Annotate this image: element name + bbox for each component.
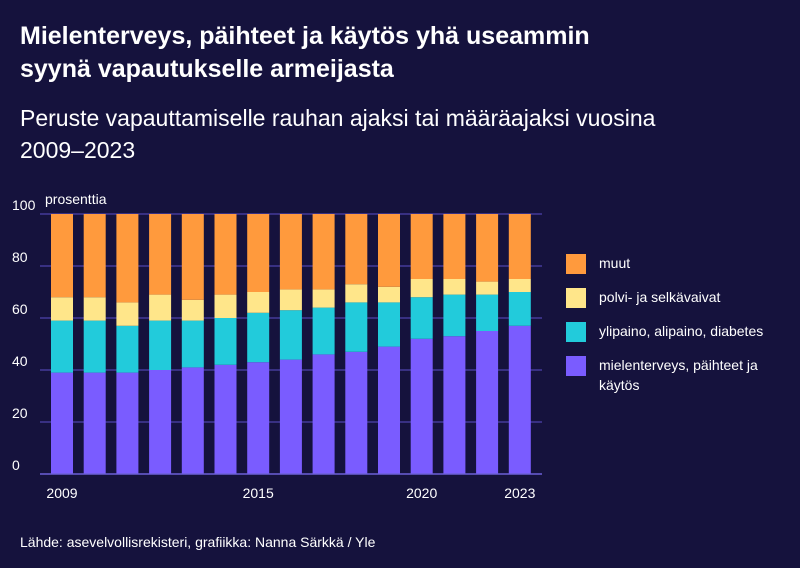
bar-segment-polvi bbox=[312, 289, 335, 308]
bar-segment-polvi bbox=[51, 297, 73, 321]
bar-segment-mielenterveys bbox=[312, 354, 335, 474]
bar-segment-muut bbox=[378, 214, 400, 287]
bar-segment-muut bbox=[181, 214, 204, 300]
bar-segment-muut bbox=[83, 214, 106, 298]
bar-segment-muut bbox=[116, 214, 139, 303]
bar-segment-ylipaino bbox=[116, 325, 139, 373]
bar-segment-ylipaino bbox=[312, 307, 335, 355]
y-tick-label: 20 bbox=[12, 405, 28, 421]
bar-segment-mielenterveys bbox=[51, 372, 73, 474]
bar-segment-mielenterveys bbox=[443, 336, 466, 474]
bar-segment-muut bbox=[214, 214, 237, 295]
bar-segment-ylipaino bbox=[214, 318, 237, 365]
bar-segment-ylipaino bbox=[476, 294, 499, 331]
bar-segment-ylipaino bbox=[378, 302, 400, 347]
bar-segment-polvi bbox=[181, 299, 204, 321]
bar-segment-polvi bbox=[247, 292, 270, 313]
bar-segment-polvi bbox=[508, 279, 531, 292]
bar-segment-polvi bbox=[378, 286, 400, 303]
bar-segment-polvi bbox=[116, 302, 139, 326]
chart-title: Mielenterveys, päihteet ja käytös yhä us… bbox=[20, 22, 590, 83]
bar-segment-polvi bbox=[149, 294, 172, 321]
y-tick-label: 40 bbox=[12, 353, 28, 369]
bar-segment-polvi bbox=[476, 281, 499, 295]
bar-segment-ylipaino bbox=[181, 320, 204, 368]
x-tick-label: 2020 bbox=[406, 485, 437, 501]
bar-segment-muut bbox=[443, 214, 466, 279]
y-tick-label: 0 bbox=[12, 457, 20, 473]
bar-segment-ylipaino bbox=[279, 310, 302, 360]
bar-segment-mielenterveys bbox=[149, 370, 172, 474]
source-note: Lähde: asevelvollisrekisteri, grafiikka:… bbox=[20, 534, 376, 550]
legend-label: mielenterveys, päihteet ja käytös bbox=[599, 357, 758, 393]
legend-label: ylipaino, alipaino, diabetes bbox=[599, 323, 764, 339]
legend-swatch bbox=[566, 254, 586, 274]
bar-segment-muut bbox=[410, 214, 433, 279]
bar-segment-ylipaino bbox=[83, 320, 106, 373]
bar-segment-muut bbox=[149, 214, 172, 295]
x-tick-label: 2023 bbox=[504, 485, 535, 501]
bar-segment-ylipaino bbox=[410, 297, 433, 339]
x-tick-label: 2015 bbox=[243, 485, 274, 501]
y-tick-label: 100 bbox=[12, 197, 36, 213]
bar-segment-mielenterveys bbox=[345, 351, 368, 474]
legend-swatch bbox=[566, 288, 586, 308]
bar-segment-polvi bbox=[410, 279, 433, 298]
y-axis-label: prosenttia bbox=[45, 191, 107, 207]
bar-segment-muut bbox=[312, 214, 335, 290]
bar-segment-mielenterveys bbox=[279, 359, 302, 474]
legend-item-polvi: polvi- ja selkävaivat bbox=[566, 287, 796, 308]
bar-segment-muut bbox=[279, 214, 302, 290]
legend-item-ylipaino: ylipaino, alipaino, diabetes bbox=[566, 321, 796, 342]
bar-segment-muut bbox=[508, 214, 531, 279]
legend-label: muut bbox=[599, 255, 631, 271]
bar-segment-ylipaino bbox=[149, 320, 172, 370]
bar-segment-polvi bbox=[83, 297, 106, 321]
bar-segment-mielenterveys bbox=[476, 331, 499, 474]
legend-item-muut: muut bbox=[566, 253, 796, 274]
y-tick-label: 60 bbox=[12, 301, 28, 317]
chart-legend: muut polvi- ja selkävaivat ylipaino, alipa… bbox=[566, 253, 796, 408]
bar-segment-ylipaino bbox=[443, 294, 466, 337]
legend-swatch bbox=[566, 356, 586, 376]
legend-swatch bbox=[566, 322, 586, 342]
y-tick-label: 80 bbox=[12, 249, 28, 265]
bar-segment-ylipaino bbox=[247, 312, 270, 363]
bar-segment-mielenterveys bbox=[181, 367, 204, 474]
bar-segment-polvi bbox=[443, 279, 466, 295]
bar-segment-mielenterveys bbox=[214, 364, 237, 474]
bar-segment-mielenterveys bbox=[83, 372, 106, 474]
bar-segment-ylipaino bbox=[51, 320, 73, 373]
bar-segment-polvi bbox=[214, 294, 237, 318]
bar-segment-muut bbox=[476, 214, 499, 282]
bar-segment-mielenterveys bbox=[378, 346, 400, 474]
legend-item-mielenterveys: mielenterveys, päihteet ja käytös bbox=[566, 355, 796, 395]
bar-segment-polvi bbox=[345, 284, 368, 303]
bar-segment-mielenterveys bbox=[116, 372, 139, 474]
bar-segment-mielenterveys bbox=[508, 325, 531, 474]
legend-label: polvi- ja selkävaivat bbox=[599, 289, 721, 305]
bar-segment-ylipaino bbox=[345, 302, 368, 352]
stacked-bar-chart: 0 20 40 60 80 100 prosenttia 2009 2015 2020 2023 bbox=[12, 191, 542, 501]
bar-segment-mielenterveys bbox=[410, 338, 433, 474]
bar-segment-muut bbox=[51, 214, 73, 298]
chart-subtitle: Peruste vapauttamiselle rauhan ajaksi ta… bbox=[20, 105, 656, 163]
bar-segment-ylipaino bbox=[508, 292, 531, 326]
bar-segment-polvi bbox=[279, 289, 302, 311]
bar-segment-muut bbox=[345, 214, 368, 285]
bar-segment-mielenterveys bbox=[247, 362, 270, 474]
bar-segment-muut bbox=[247, 214, 270, 292]
x-tick-label: 2009 bbox=[46, 485, 77, 501]
